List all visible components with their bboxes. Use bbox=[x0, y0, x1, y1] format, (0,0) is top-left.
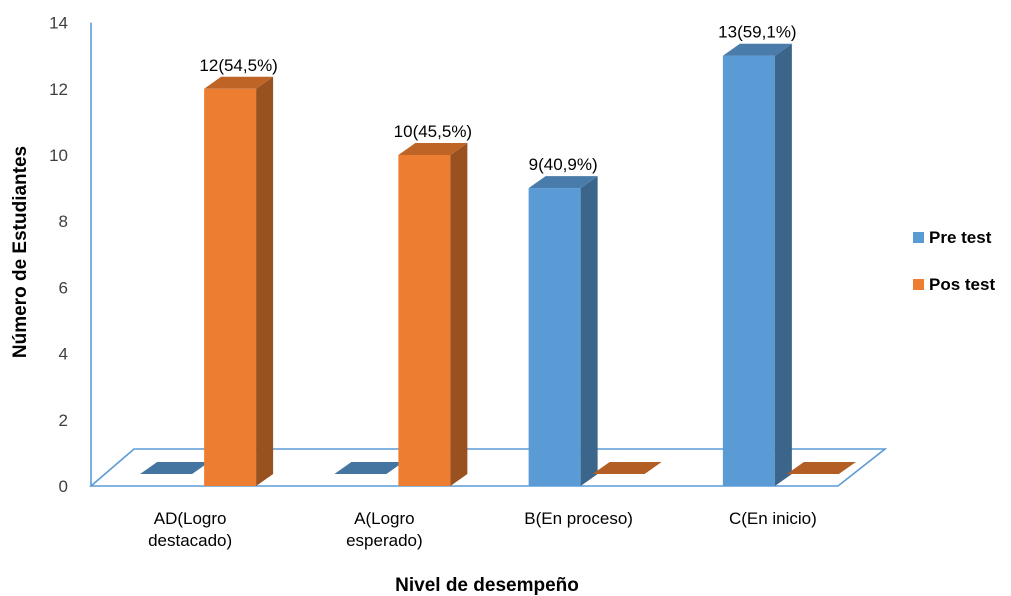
chart-walls bbox=[88, 22, 888, 487]
x-category-label: AD(Logro destacado) bbox=[148, 509, 232, 550]
y-tick-label: 6 bbox=[59, 278, 68, 297]
bar-pre-test-1 bbox=[334, 462, 404, 474]
legend-label: Pre test bbox=[929, 228, 992, 247]
x-category-label: B(En proceso) bbox=[524, 509, 633, 528]
x-axis-categories: AD(Logro destacado) A(Logro esperado) B(En p… bbox=[148, 509, 817, 550]
y-axis-title: Número de Estudiantes bbox=[10, 146, 31, 358]
bar-pre-test-2 bbox=[528, 176, 598, 486]
y-tick-label: 12 bbox=[49, 80, 68, 99]
legend-swatch bbox=[913, 232, 924, 243]
chart-floor bbox=[88, 448, 888, 487]
x-category-label: C(En inicio) bbox=[729, 509, 817, 528]
y-tick-label: 10 bbox=[49, 146, 68, 165]
bar-pre-test-0 bbox=[140, 462, 210, 474]
y-tick-label: 8 bbox=[59, 212, 68, 231]
legend: Pre test Pos test bbox=[913, 228, 995, 294]
y-tick-label: 4 bbox=[59, 345, 68, 364]
bar-pos-test-1 bbox=[398, 143, 468, 486]
bars bbox=[140, 43, 856, 487]
data-labels: 12(54,5%) 10(45,5%) 9(40,9%) 13(59,1%) bbox=[199, 23, 796, 174]
y-tick-label: 2 bbox=[59, 411, 68, 430]
legend-swatch bbox=[913, 279, 924, 290]
bar-pos-test-0 bbox=[204, 76, 274, 487]
x-category-label: A(Logro esperado) bbox=[346, 509, 423, 550]
bar-pos-test-2 bbox=[592, 462, 662, 474]
data-label: 10(45,5%) bbox=[394, 122, 472, 141]
x-axis-title: Nivel de desempeño bbox=[395, 575, 579, 596]
y-axis-ticks: 0 2 4 6 8 10 12 14 bbox=[49, 14, 68, 496]
bar-pos-test-3 bbox=[786, 462, 856, 474]
y-tick-label: 0 bbox=[59, 477, 68, 496]
y-tick-label: 14 bbox=[49, 14, 68, 33]
data-label: 12(54,5%) bbox=[199, 56, 277, 75]
bar-pre-test-3 bbox=[722, 43, 792, 486]
data-label: 9(40,9%) bbox=[529, 155, 598, 174]
data-label: 13(59,1%) bbox=[718, 23, 796, 42]
legend-label: Pos test bbox=[929, 275, 995, 294]
